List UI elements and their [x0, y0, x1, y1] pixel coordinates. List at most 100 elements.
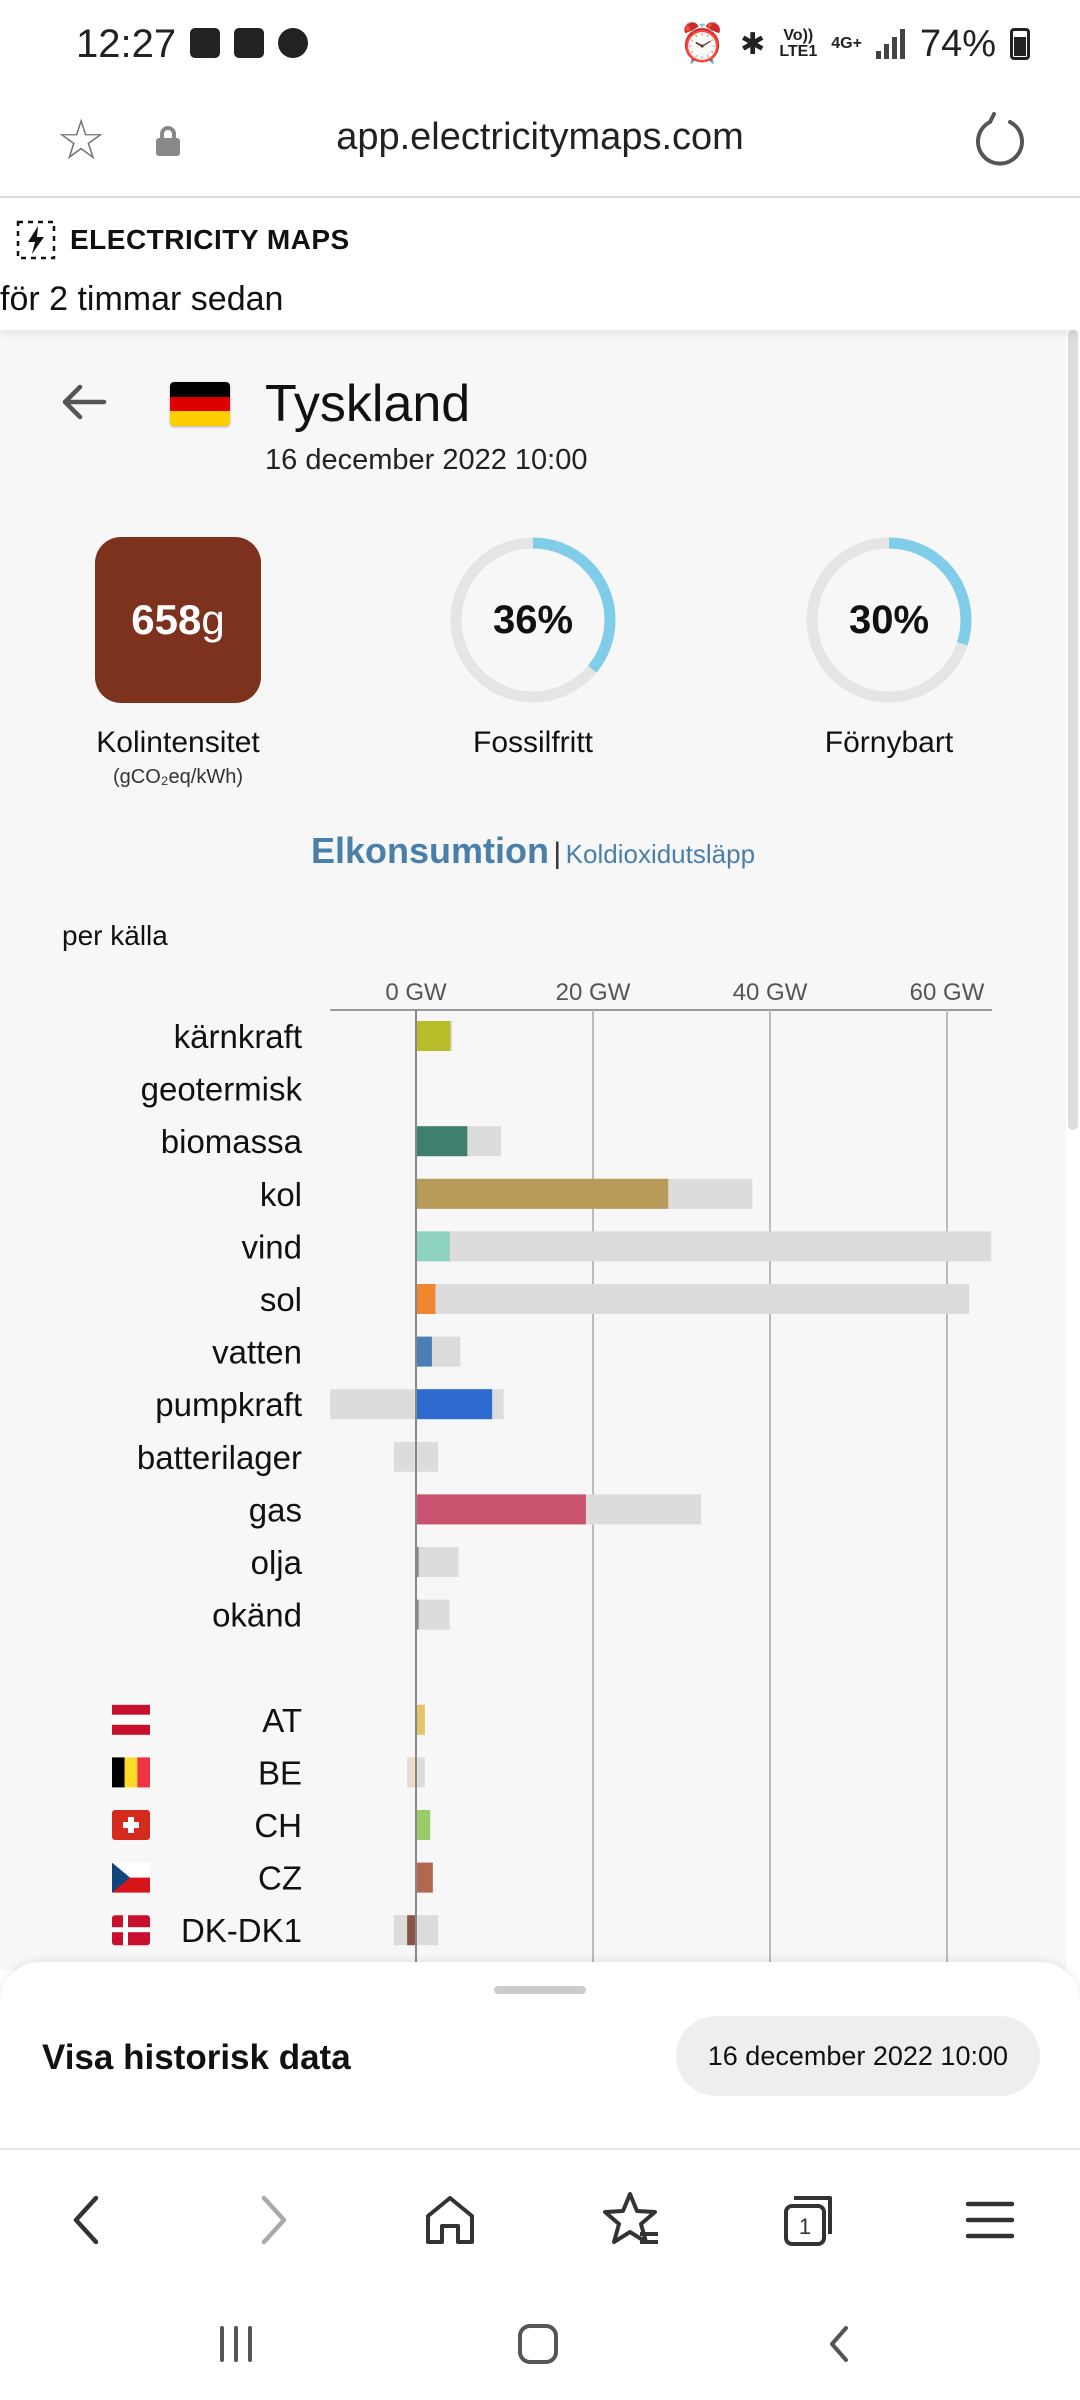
browser-back-icon[interactable] [52, 2184, 124, 2256]
network-type: 4G+ [831, 35, 862, 52]
country-name: Tyskland [265, 375, 471, 433]
capacity-bar [416, 1599, 450, 1630]
system-icons: ⏰ ✱ Vo)) LTE1 4G+ 74% [679, 22, 1030, 66]
source-label: vatten [212, 1334, 302, 1371]
exchange-zone-label: CZ [258, 1860, 302, 1897]
capacity-bar [416, 1284, 970, 1314]
capacity-bar [416, 1547, 459, 1577]
value-bar [416, 1126, 468, 1157]
bluetooth-icon: ✱ [740, 27, 766, 61]
carbon-intensity-value: 658 [131, 596, 202, 643]
source-label: geotermisk [141, 1071, 303, 1108]
history-title[interactable]: Visa historisk data [42, 2038, 351, 2077]
carbon-intensity-label: Kolintensitet [96, 726, 260, 759]
gallery-notification-icon [234, 28, 264, 58]
flag-stripe [112, 1724, 150, 1735]
per-source-label: per källa [62, 920, 168, 951]
status-time: 12:27 [76, 22, 177, 66]
tab-consumption[interactable]: Elkonsumtion [310, 830, 549, 871]
value-bar [416, 1284, 436, 1314]
flag-cross [112, 1927, 150, 1933]
recent-apps-icon[interactable] [206, 2314, 266, 2374]
svg-text:1: 1 [799, 2214, 811, 2239]
flag-stripe [112, 1714, 150, 1725]
flag-stripe [137, 1757, 150, 1788]
renewable-arc [806, 537, 972, 703]
history-bottom-sheet: Visa historisk data 16 december 2022 10:… [0, 1962, 1080, 2148]
exchange-zone-label: DK-DK1 [181, 1912, 302, 1949]
battery-percent: 74% [919, 22, 996, 65]
source-label: vind [241, 1228, 302, 1265]
volte-indicator: Vo)) LTE1 [779, 27, 818, 60]
value-bar [416, 1389, 493, 1420]
value-bar [407, 1915, 416, 1946]
exchange-zone-label: BE [258, 1754, 302, 1791]
bookmarks-icon[interactable] [594, 2184, 666, 2256]
android-home-icon[interactable] [508, 2314, 568, 2374]
tabs-icon[interactable]: 1 [772, 2184, 844, 2256]
source-label: sol [260, 1281, 302, 1318]
reload-icon[interactable] [972, 112, 1028, 168]
page-scrollbar[interactable] [1068, 330, 1078, 1130]
lock-icon[interactable] [156, 126, 180, 156]
fossil-free-value: 36% [492, 597, 574, 642]
value-bar [416, 1862, 433, 1893]
source-label: olja [251, 1544, 303, 1581]
value-bar [416, 1021, 451, 1051]
back-arrow-icon[interactable] [60, 382, 108, 422]
alarm-icon: ⏰ [678, 23, 727, 65]
source-label: batterilager [137, 1439, 302, 1476]
source-label: kol [260, 1176, 302, 1213]
checkbox-notification-icon [190, 28, 220, 58]
url-text[interactable]: app.electricitymaps.com [336, 116, 744, 158]
home-icon[interactable] [414, 2184, 486, 2256]
status-bar: 12:27 ⏰ ✱ Vo)) LTE1 4G+ 74% [0, 0, 1080, 90]
capacity-bar [416, 1231, 992, 1262]
flag-stripe [124, 1757, 138, 1788]
browser-forward-icon[interactable] [236, 2184, 308, 2256]
zone-details-panel: Tyskland 16 december 2022 10:00 658 g Kol… [0, 330, 1066, 1970]
bookmark-star-icon[interactable]: ☆ [56, 108, 107, 171]
source-label: okänd [212, 1597, 302, 1634]
value-bar [416, 1494, 586, 1525]
value-bar [416, 1231, 450, 1262]
android-back-icon[interactable] [810, 2314, 870, 2374]
value-bar [416, 1704, 425, 1735]
zone-datetime: 16 december 2022 10:00 [265, 444, 588, 476]
sheet-drag-handle[interactable] [494, 1986, 586, 1994]
renewable-value: 30% [848, 597, 930, 642]
germany-flag-icon [170, 382, 230, 426]
fossil-free-gauge: 36% [448, 535, 618, 705]
renewable-label: Förnybart [824, 726, 954, 759]
tab-separator: | [553, 837, 562, 870]
value-bar [416, 1178, 669, 1209]
x-tick-label: 20 GW [556, 979, 631, 1006]
source-label: pumpkraft [155, 1386, 302, 1423]
carbon-intensity-box: 658 g [95, 537, 261, 703]
app-notification-icon [278, 28, 308, 58]
source-label: biomassa [161, 1123, 303, 1160]
exchange-zone-label: AT [262, 1702, 302, 1739]
brand-name[interactable]: ELECTRICITY MAPS [70, 224, 350, 255]
time-ago: för 2 timmar sedan [0, 280, 284, 318]
notification-icons [190, 28, 308, 58]
value-bar [416, 1336, 432, 1367]
android-nav-bar [0, 2288, 1080, 2400]
value-bar [410, 1757, 416, 1788]
battery-icon [1010, 28, 1030, 60]
flag-cross [123, 1822, 139, 1828]
value-bar [416, 1547, 419, 1577]
carbon-intensity-unit-label: (gCO₂eq/kWh) [112, 766, 243, 788]
browser-toolbar: 1 [0, 2148, 1080, 2288]
tab-emissions[interactable]: Koldioxidutsläpp [565, 839, 756, 869]
value-bar [416, 1599, 419, 1630]
x-tick-label: 60 GW [910, 979, 985, 1006]
signal-icon [875, 29, 905, 59]
x-tick-label: 40 GW [733, 979, 808, 1006]
history-date-button[interactable]: 16 december 2022 10:00 [675, 2016, 1040, 2096]
site-header: ELECTRICITY MAPS för 2 timmar sedan [0, 200, 1080, 330]
menu-icon[interactable] [954, 2184, 1026, 2256]
electricity-maps-logo-icon[interactable] [16, 220, 56, 260]
x-tick-label: 0 GW [385, 979, 447, 1006]
value-bar [416, 1810, 431, 1840]
